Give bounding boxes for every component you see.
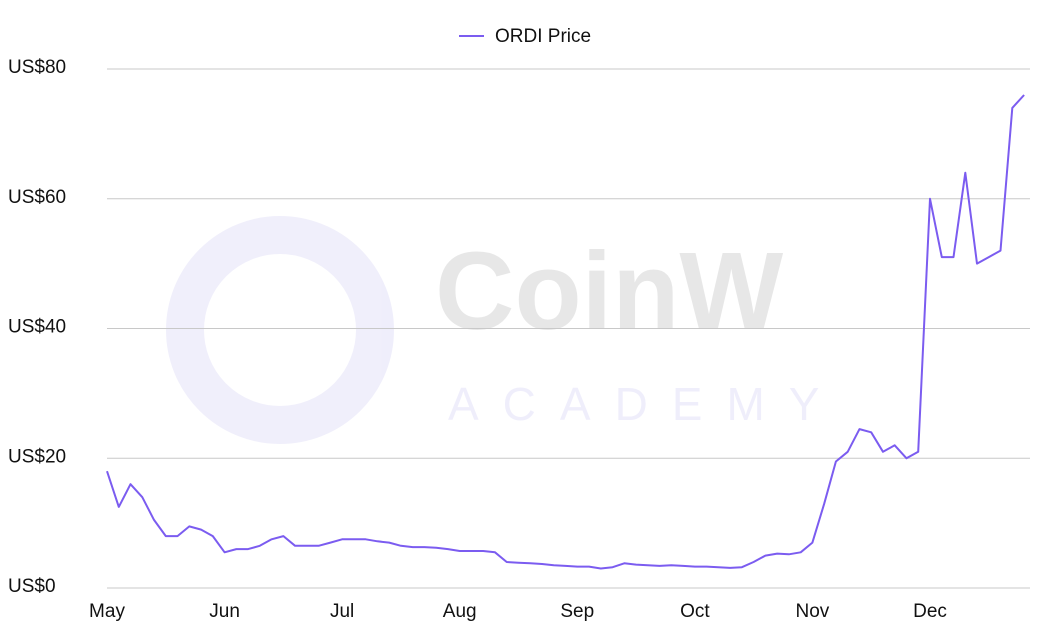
watermark-logo — [166, 216, 394, 444]
y-tick-label: US$80 — [8, 57, 66, 78]
x-tick-label: Oct — [680, 601, 710, 622]
x-tick-label: Nov — [796, 601, 830, 622]
watermark: CoinW ACADEMY — [166, 216, 843, 444]
legend-label: ORDI Price — [495, 26, 591, 47]
x-tick-label: Dec — [913, 601, 947, 622]
watermark-sub: ACADEMY — [448, 378, 843, 430]
x-tick-label: Aug — [443, 601, 477, 622]
x-tick-label: Sep — [560, 601, 594, 622]
x-tick-label: May — [89, 601, 125, 622]
y-tick-label: US$40 — [8, 317, 66, 338]
watermark-brand: CoinW — [435, 230, 783, 353]
x-tick-label: Jul — [330, 601, 354, 622]
y-tick-label: US$60 — [8, 187, 66, 208]
x-tick-label: Jun — [209, 601, 240, 622]
price-line — [106, 94, 1025, 570]
y-tick-label: US$0 — [8, 576, 56, 597]
y-tick-label: US$20 — [8, 446, 66, 467]
